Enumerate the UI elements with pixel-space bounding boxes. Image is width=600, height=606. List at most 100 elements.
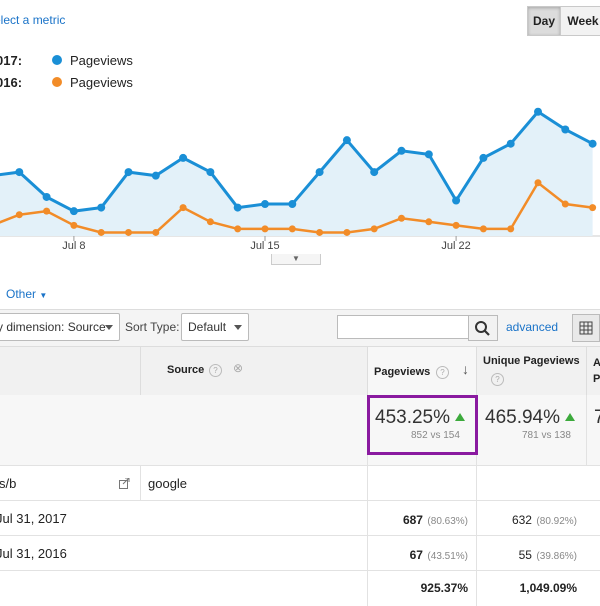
column-divider: [367, 466, 368, 500]
table-search-input[interactable]: [337, 315, 477, 339]
current-series-point: [315, 168, 324, 177]
column-divider: [586, 395, 587, 465]
unique-pageviews-change: 1,049.09%: [519, 581, 577, 595]
column-divider: [140, 466, 141, 500]
chevron-down-icon: [105, 325, 113, 330]
previous-series-point: [561, 200, 569, 208]
pageviews-header-label: Pageviews: [374, 366, 431, 378]
previous-series-point: [179, 204, 187, 212]
current-series-point: [151, 171, 160, 180]
source-header[interactable]: Source ? ⊗: [140, 346, 369, 396]
pageviews-cell: 687 (80.63%): [367, 511, 468, 529]
pageviews-percent: (80.63%): [427, 516, 468, 527]
source-header-label: Source: [167, 364, 205, 376]
current-series-point: [42, 192, 51, 201]
source-value: google: [148, 476, 188, 491]
unique-pageviews-cell: 632 (80.92%): [476, 511, 577, 529]
help-icon[interactable]: ?: [436, 366, 449, 379]
pageviews-change-value: 453.25%: [375, 407, 451, 428]
current-series-point: [452, 196, 461, 205]
secondary-dimension-value: y dimension: Source: [0, 320, 106, 334]
column-divider: [367, 501, 368, 535]
previous-series-point: [479, 225, 487, 233]
remove-dimension-icon[interactable]: ⊗: [233, 361, 244, 375]
previous-series-point: [152, 228, 160, 236]
unique-pageviews-value: 55: [518, 548, 532, 562]
current-series-point: [424, 150, 433, 159]
previous-series-point: [370, 225, 378, 233]
current-series-point: [588, 139, 597, 148]
search-button[interactable]: [468, 315, 498, 341]
unique-pageviews-change-value: 465.94%: [485, 407, 561, 428]
previous-series-point: [425, 218, 433, 226]
week-toggle[interactable]: Week: [560, 6, 600, 36]
current-series-point: [397, 146, 406, 155]
previous-series-point: [288, 225, 296, 233]
pageviews-line-chart: Jul 8 Jul 15 Jul 22: [0, 107, 600, 252]
up-arrow-icon: [455, 413, 465, 421]
collapse-chart-tab[interactable]: ▼: [271, 254, 321, 265]
previous-series-point: [343, 228, 351, 236]
legend-label-current: Pageviews: [70, 53, 133, 68]
current-series-point: [370, 168, 379, 177]
primary-dimension-header[interactable]: [0, 346, 142, 396]
secondary-dimension-select[interactable]: y dimension: Source: [0, 313, 120, 341]
current-series-point: [233, 203, 242, 212]
date-range-label: Jul 31, 2016: [0, 546, 67, 561]
previous-series-point: [316, 228, 324, 236]
previous-series-point: [97, 228, 105, 236]
pageviews-change: 925.37%: [420, 581, 468, 595]
column-divider: [476, 571, 477, 606]
unique-pageviews-header[interactable]: Unique Pageviews ?: [476, 346, 588, 396]
help-icon[interactable]: ?: [491, 373, 504, 386]
sort-descending-icon[interactable]: ↓: [462, 361, 469, 377]
sort-type-value: Default: [188, 320, 227, 334]
current-series-point: [479, 153, 488, 162]
unique-pageviews-header-label: Unique Pageviews: [483, 355, 580, 367]
up-arrow-icon: [565, 413, 575, 421]
legend-dot-previous: [52, 77, 62, 87]
pageviews-header[interactable]: Pageviews ? ↓: [367, 346, 478, 396]
previous-series-point: [261, 225, 269, 233]
column-divider: [367, 571, 368, 606]
previous-series-point: [15, 211, 23, 219]
column-divider: [367, 536, 368, 570]
current-series-point: [506, 139, 515, 148]
pageviews-value: 687: [402, 513, 423, 527]
next-column-header[interactable]: A P: [586, 346, 600, 396]
select-metric-link[interactable]: elect a metric: [0, 13, 66, 27]
help-icon[interactable]: ?: [209, 364, 222, 377]
unique-pageviews-value: 632: [511, 513, 532, 527]
grid-icon: [579, 321, 593, 335]
x-tick-label: Jul 15: [250, 240, 279, 252]
sort-type-label: Sort Type:: [125, 320, 180, 334]
previous-series-point: [206, 218, 214, 226]
current-series-point: [69, 207, 78, 216]
legend-year-previous: 016:: [0, 75, 23, 90]
previous-series-point: [507, 225, 515, 233]
current-series-point: [179, 153, 188, 162]
current-series-point: [342, 136, 351, 145]
current-series-point: [261, 200, 269, 209]
previous-series-point: [234, 225, 242, 233]
previous-series-point: [589, 204, 597, 212]
unique-pageviews-comparison: 781 vs 138: [522, 430, 571, 441]
table-view-button[interactable]: [572, 314, 600, 342]
other-dropdown[interactable]: Other ▼: [6, 287, 48, 301]
highlight-box: [367, 395, 478, 455]
current-series-point: [206, 168, 215, 177]
page-path-link[interactable]: s/b: [0, 476, 17, 491]
current-series-area: [0, 111, 593, 236]
current-series-point: [97, 203, 106, 212]
sort-type-select[interactable]: Default: [181, 313, 249, 341]
open-link-icon[interactable]: [119, 476, 130, 489]
table-row: [0, 466, 600, 501]
column-divider: [476, 501, 477, 535]
advanced-filter-link[interactable]: advanced: [506, 320, 559, 334]
legend-dot-current: [52, 55, 62, 65]
day-toggle[interactable]: Day: [527, 6, 561, 36]
pageviews-percent: (43.51%): [427, 551, 468, 562]
search-icon: [475, 321, 490, 336]
x-tick-label: Jul 22: [441, 240, 470, 252]
current-series-point: [561, 125, 570, 134]
